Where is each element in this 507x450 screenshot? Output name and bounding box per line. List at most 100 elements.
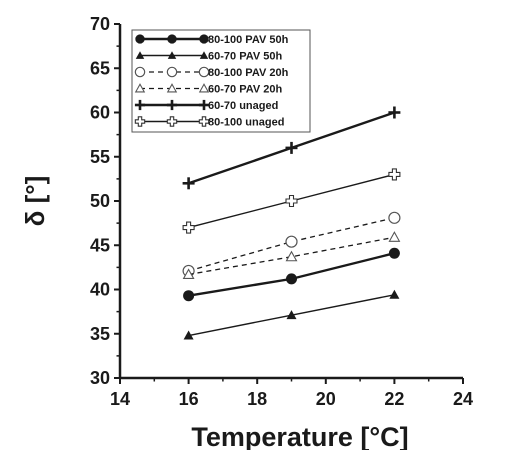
x-tick-label: 22 [384,389,404,409]
data-point [167,51,177,59]
filled-circle-marker [135,34,145,44]
open-triangle-marker [285,250,298,262]
legend-label: 60-70 PAV 50h [208,51,282,63]
legend: 80-100 PAV 50h 60-70 PAV 50h 80-100 PAV 20… [131,29,311,133]
filled-circle-marker [286,273,297,285]
open-plus-marker [388,168,401,181]
x-tick-label: 24 [453,389,473,409]
legend-item: 60-70 PAV 50h [135,51,282,63]
y-tick-label: 65 [90,58,110,78]
y-tick-label: 60 [90,103,110,123]
data-point [182,268,195,280]
legend-item: 80-100 PAV 20h [134,66,289,79]
y-tick-label: 55 [90,147,110,167]
open-plus-marker [166,116,178,127]
y-tick-label: 45 [90,235,110,255]
series-layer [182,106,401,340]
series-line [188,236,395,276]
data-point [285,141,298,154]
legend-label: 80-100 PAV 50h [208,34,289,46]
open-circle-marker [388,211,401,224]
data-point [135,51,145,59]
data-point [198,116,210,127]
data-point [285,235,298,248]
data-point [182,177,195,190]
open-plus-marker [198,116,210,127]
data-point [134,99,146,111]
filled-triangle-marker [135,51,145,59]
data-point [199,51,209,59]
open-plus-marker [182,221,195,234]
legend-label: 60-70 PAV 20h [208,84,282,96]
data-point [199,34,209,44]
data-point [182,221,195,234]
data-point [285,194,298,208]
open-triangle-marker [198,83,210,93]
series [183,289,400,340]
data-point [286,310,297,320]
y-tick-label: 50 [90,191,110,211]
data-point [388,106,401,119]
data-point [166,66,178,78]
data-point [166,99,178,111]
series [182,106,401,190]
data-point [388,168,401,181]
filled-triangle-marker [286,310,297,320]
data-point [286,273,297,285]
filled-triangle-marker [183,330,194,340]
filled-circle-marker [199,34,209,44]
open-circle-marker [134,66,146,78]
legend-item: 80-100 unaged [134,116,284,129]
x-tick-label: 20 [316,389,336,409]
data-point [135,34,145,44]
data-point [134,116,146,127]
series [182,231,401,280]
legend-item: 60-70 PAV 20h [134,83,282,96]
data-point [183,330,194,340]
data-point [388,211,401,224]
legend-label: 60-70 unaged [208,100,278,112]
data-point [134,83,146,93]
legend-label: 80-100 unaged [208,117,284,129]
data-point [167,34,177,44]
x-tick-label: 18 [247,389,267,409]
x-tick-label: 16 [179,389,199,409]
y-tick-label: 40 [90,280,110,300]
legend-box [131,29,311,133]
open-plus-marker [134,116,146,127]
data-point [198,83,210,93]
x-tick-label: 14 [110,389,130,409]
data-point [285,250,298,262]
legend-label: 80-100 PAV 20h [208,67,289,79]
y-tick-label: 70 [90,14,110,34]
data-point [134,66,146,78]
data-point [198,66,210,78]
series [183,247,400,302]
open-triangle-marker [182,268,195,280]
open-circle-marker [198,66,210,78]
open-circle-marker [166,66,178,78]
open-circle-marker [285,235,298,248]
filled-circle-marker [388,247,400,259]
open-triangle-marker [388,231,401,242]
open-triangle-marker [134,83,146,93]
data-point [388,231,401,242]
y-tick-label: 30 [90,368,110,388]
data-point [198,99,210,111]
y-tick-label: 35 [90,324,110,344]
data-point [183,290,195,302]
legend-item: 60-70 unaged [134,99,278,112]
data-point [389,289,400,299]
x-axis-title: Temperature [°C] [191,422,408,450]
filled-circle-marker [167,34,177,44]
filled-circle-marker [183,290,195,302]
data-point [166,83,178,93]
y-axis-title: δ [°] [20,176,50,227]
open-plus-marker [285,194,298,208]
plot-area: 14 16 18 20 22 24 30 35 40 45 50 55 60 65 70 [90,14,473,409]
series [182,211,401,278]
open-triangle-marker [166,83,178,93]
filled-triangle-marker [199,51,209,59]
data-point [388,247,400,259]
